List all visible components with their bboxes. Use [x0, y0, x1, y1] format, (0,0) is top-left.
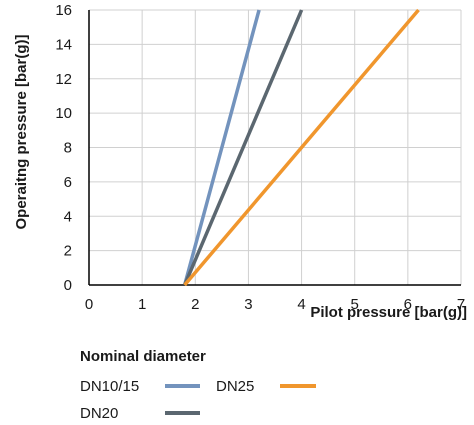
- series-line-dn25: [183, 8, 420, 287]
- y-tick-label: 14: [55, 36, 72, 53]
- plot-lines: [182, 8, 420, 287]
- y-tick-label: 12: [55, 71, 72, 88]
- y-tick-label: 10: [55, 105, 72, 122]
- series-line-dn10-15: [182, 9, 261, 286]
- legend-label-dn20: DN20: [80, 405, 118, 422]
- y-tick-label: 4: [64, 208, 72, 225]
- series-line-dn20: [183, 9, 304, 286]
- y-tick-label: 16: [55, 2, 72, 19]
- legend-label-dn25: DN25: [216, 378, 254, 395]
- legend-label-dn10-15: DN10/15: [80, 378, 139, 395]
- x-tick-label: 1: [138, 296, 146, 313]
- x-tick-label: 5: [351, 296, 359, 313]
- x-tick-label: 6: [404, 296, 412, 313]
- x-tick-label: 3: [244, 296, 252, 313]
- y-tick-label: 2: [64, 243, 72, 260]
- grid: [88, 9, 462, 286]
- y-axis-title: Operaitng pressure [bar(g)]: [13, 34, 30, 229]
- x-tick-label: 0: [85, 296, 93, 313]
- x-axis-title: Pilot pressure [bar(g)]: [310, 304, 467, 321]
- x-tick-label: 7: [457, 296, 465, 313]
- x-tick-label: 4: [297, 296, 305, 313]
- y-tick-label: 0: [64, 277, 72, 294]
- legend-title: Nominal diameter: [80, 348, 206, 365]
- x-tick-label: 2: [191, 296, 199, 313]
- y-tick-label: 8: [64, 140, 72, 157]
- y-tick-label: 6: [64, 174, 72, 191]
